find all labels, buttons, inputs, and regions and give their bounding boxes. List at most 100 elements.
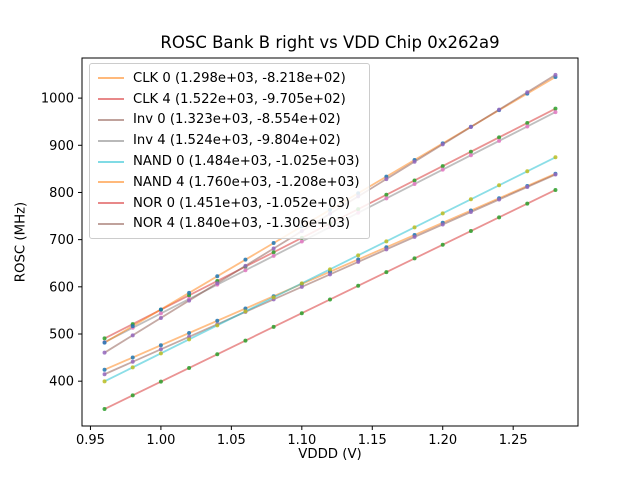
legend-line-swatch: [98, 202, 124, 205]
data-point-clk-0: [102, 367, 107, 372]
data-point-clk-0: [215, 318, 220, 323]
x-tick-label: 1.10: [287, 433, 316, 448]
data-point-nor-4: [525, 90, 530, 95]
data-point-nor-0: [243, 338, 248, 343]
data-point-nor-0: [271, 324, 276, 329]
data-point-nand-0: [553, 155, 558, 160]
legend-entry-nand-0: NAND 0 (1.484e+03, -1.025e+03): [98, 151, 360, 172]
data-point-nand-4: [243, 257, 248, 262]
data-point-inv-4: [440, 167, 445, 172]
data-point-inv-4: [271, 253, 276, 258]
legend-entry-nand-4: NAND 4 (1.760e+03, -1.208e+03): [98, 172, 360, 193]
data-point-nor-4: [130, 333, 135, 338]
data-point-nand-4: [215, 274, 220, 279]
data-point-inv-4: [497, 138, 502, 143]
data-point-inv-0: [328, 272, 332, 277]
data-point-clk-4: [553, 106, 558, 111]
data-point-clk-4: [497, 135, 502, 140]
data-point-nor-0: [187, 365, 192, 370]
data-point-nand-0: [271, 295, 276, 300]
data-point-inv-0: [497, 197, 502, 202]
data-point-inv-0: [440, 222, 445, 227]
data-point-nor-0: [497, 215, 502, 220]
legend-label: NOR 4 (1.840e+03, -1.306e+03): [133, 216, 351, 232]
y-tick-label: 600: [49, 280, 74, 295]
data-point-nand-0: [384, 239, 389, 244]
data-point-inv-0: [102, 372, 107, 377]
plot-frame: [81, 57, 579, 427]
data-point-nor-4: [553, 72, 558, 77]
data-point-nand-0: [356, 253, 361, 258]
data-point-nor-0: [412, 256, 417, 261]
data-point-nand-0: [130, 365, 135, 370]
legend-entry-nor-4: NOR 4 (1.840e+03, -1.306e+03): [98, 214, 360, 235]
data-point-inv-0: [356, 259, 361, 264]
data-point-nor-0: [299, 311, 304, 316]
legend-line-swatch: [98, 118, 124, 121]
data-point-clk-0: [130, 355, 135, 360]
data-point-nor-0: [102, 407, 107, 412]
x-tick-label: 1.15: [358, 433, 387, 448]
data-point-nand-0: [102, 379, 107, 384]
legend-entry-clk-4: CLK 4 (1.522e+03, -9.705e+02): [98, 89, 360, 110]
legend-entry-nor-0: NOR 0 (1.451e+03, -1.052e+03): [98, 193, 360, 214]
data-point-nand-4: [102, 340, 107, 345]
data-point-nand-4: [187, 290, 192, 295]
data-point-nor-4: [102, 350, 107, 355]
y-tick-label: 400: [49, 375, 74, 390]
data-point-nand-4: [271, 241, 276, 246]
data-point-nor-4: [412, 159, 417, 164]
legend-label: Inv 4 (1.524e+03, -9.804e+02): [133, 133, 341, 149]
data-point-nand-0: [215, 323, 220, 328]
y-tick-label: 900: [49, 139, 74, 154]
data-point-nor-0: [525, 201, 530, 206]
data-point-nand-0: [412, 225, 417, 230]
data-point-clk-4: [412, 178, 417, 183]
data-point-nand-0: [243, 309, 248, 314]
data-point-nor-0: [158, 379, 163, 384]
x-tick-label: 1.00: [146, 433, 175, 448]
x-tick-label: 0.95: [76, 433, 105, 448]
data-point-nor-0: [553, 187, 558, 192]
x-tick-label: 1.25: [499, 433, 528, 448]
legend-label: NAND 0 (1.484e+03, -1.025e+03): [133, 154, 360, 170]
data-point-nor-4: [271, 246, 276, 251]
data-point-inv-4: [243, 268, 248, 273]
data-point-nor-4: [468, 124, 473, 129]
data-point-inv-0: [553, 172, 558, 177]
data-point-nand-0: [158, 351, 163, 356]
data-point-inv-0: [412, 234, 417, 239]
data-point-clk-4: [440, 164, 445, 169]
data-point-inv-4: [553, 110, 558, 115]
data-point-nor-4: [187, 298, 192, 303]
data-point-clk-4: [271, 250, 276, 255]
data-point-nand-4: [130, 324, 135, 329]
y-axis-label: ROSC (MHz): [13, 201, 29, 283]
legend-label: CLK 4 (1.522e+03, -9.705e+02): [133, 91, 346, 107]
data-point-nand-0: [328, 267, 332, 272]
data-point-nor-4: [243, 263, 248, 268]
legend: CLK 0 (1.298e+03, -8.218e+02) CLK 4 (1.52…: [89, 63, 370, 240]
y-tick-label: 1000: [41, 92, 74, 107]
chart-title: ROSC Bank B right vs VDD Chip 0x262a9: [160, 33, 500, 52]
legend-label: NAND 4 (1.760e+03, -1.208e+03): [133, 174, 360, 190]
data-point-nor-4: [384, 177, 389, 182]
data-point-clk-4: [525, 121, 530, 126]
legend-entry-inv-0: Inv 0 (1.323e+03, -8.554e+02): [98, 110, 360, 131]
y-tick-label: 700: [49, 233, 74, 248]
data-point-clk-4: [468, 149, 473, 154]
data-point-nor-4: [215, 281, 220, 286]
data-point-inv-0: [299, 284, 304, 289]
data-point-inv-4: [468, 153, 473, 158]
y-tick-label: 800: [49, 186, 74, 201]
data-point-inv-0: [130, 359, 135, 364]
data-point-inv-0: [468, 209, 473, 214]
data-point-nor-0: [215, 352, 220, 357]
data-point-inv-4: [525, 124, 530, 129]
data-point-clk-4: [102, 336, 107, 341]
data-point-inv-4: [412, 182, 417, 187]
data-point-nor-0: [468, 229, 473, 234]
data-point-clk-0: [187, 330, 192, 335]
legend-line-swatch: [98, 98, 124, 101]
